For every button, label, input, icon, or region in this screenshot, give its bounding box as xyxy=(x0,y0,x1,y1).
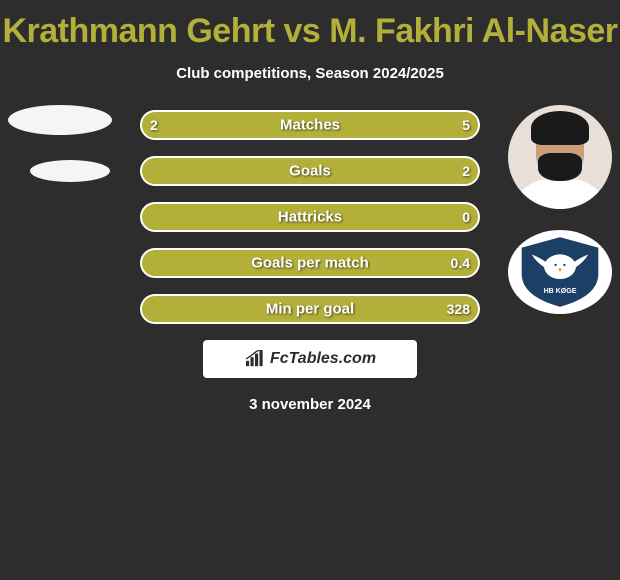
bar-row: Hattricks 0 xyxy=(140,202,480,232)
bar-label: Goals per match xyxy=(251,255,369,272)
bar-label: Goals xyxy=(289,163,331,180)
logo-chart-icon xyxy=(244,350,266,368)
logo-box: FcTables.com xyxy=(203,340,417,378)
comparison-bars: Matches 2 5 Goals 2 Hattricks 0 Goals per match… xyxy=(140,110,480,324)
bar-value-left: 2 xyxy=(150,117,158,133)
bar-value-right: 0 xyxy=(462,209,470,225)
bar-row: Goals 2 xyxy=(140,156,480,186)
bar-row: Goals per match 0.4 xyxy=(140,248,480,278)
bar-value-right: 328 xyxy=(447,301,470,317)
page-title: Krathmann Gehrt vs M. Fakhri Al-Naser xyxy=(0,0,620,51)
bar-value-right: 5 xyxy=(462,117,470,133)
badge-text: HB KØGE xyxy=(544,288,577,295)
comparison-block: HB KØGE Matches 2 5 Goals 2 Hattricks 0 Goals p… xyxy=(0,110,620,324)
bar-label: Min per goal xyxy=(266,301,354,318)
logo-text: FcTables.com xyxy=(270,350,376,368)
bar-label: Hattricks xyxy=(278,209,342,226)
date-text: 3 november 2024 xyxy=(0,396,620,413)
bar-value-right: 2 xyxy=(462,163,470,179)
bar-label: Matches xyxy=(280,117,340,134)
subtitle: Club competitions, Season 2024/2025 xyxy=(0,65,620,82)
bar-row: Min per goal 328 xyxy=(140,294,480,324)
right-player-avatar xyxy=(508,105,612,209)
left-player-avatar xyxy=(8,105,112,135)
bar-value-right: 0.4 xyxy=(451,255,470,271)
bar-row: Matches 2 5 xyxy=(140,110,480,140)
left-club-badge xyxy=(30,160,110,182)
right-club-badge: HB KØGE xyxy=(508,230,612,314)
